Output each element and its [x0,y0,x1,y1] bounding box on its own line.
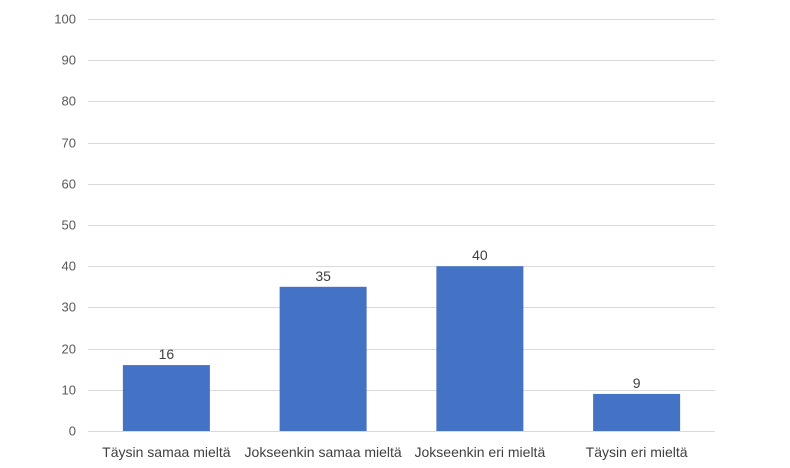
y-tick-label: 90 [62,53,76,68]
bar [436,266,524,431]
y-tick-label: 40 [62,259,76,274]
x-tick-label: Täysin samaa mieltä [102,444,231,460]
bar [593,393,681,431]
y-tick-label: 60 [62,177,76,192]
y-tick-label: 10 [62,383,76,398]
x-tick-label: Jokseenkin samaa mieltä [245,444,402,460]
y-tick-label: 0 [69,424,76,439]
x-axis-ticks: Täysin samaa mieltä Jokseenkin samaa miel… [102,444,688,460]
x-tick-label: Jokseenkin eri mieltä [415,444,546,460]
y-tick-label: 30 [62,300,76,315]
data-label: 9 [633,375,641,391]
y-tick-label: 20 [62,342,76,357]
data-label: 35 [315,268,331,284]
bar [122,365,210,431]
y-tick-label: 70 [62,136,76,151]
y-tick-label: 80 [62,94,76,109]
y-tick-label: 50 [62,218,76,233]
x-tick-label: Täysin eri mieltä [586,444,688,460]
data-labels: 16 35 40 9 [159,247,641,391]
bar [279,286,367,431]
data-label: 40 [472,247,488,263]
y-tick-label: 100 [54,12,76,27]
data-label: 16 [159,346,175,362]
y-axis-ticks: 0 10 20 30 40 50 60 70 80 90 100 [54,12,76,439]
bars [122,266,681,431]
